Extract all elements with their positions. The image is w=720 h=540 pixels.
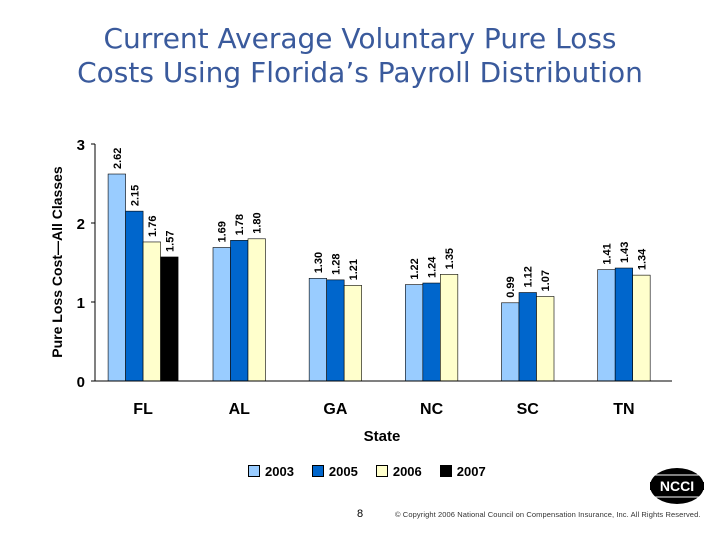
- data-label: 1.12: [523, 266, 535, 287]
- bar-ga-2005: [326, 279, 345, 382]
- title-line-2: Costs Using Florida’s Payroll Distributi…: [77, 56, 643, 89]
- bars-layer: [107, 173, 651, 382]
- bar-sc-2006: [536, 296, 555, 382]
- data-label: 2.15: [129, 185, 141, 206]
- legend-swatch: [375, 465, 388, 477]
- data-label: 0.99: [505, 276, 517, 297]
- x-axis-title: State: [364, 428, 401, 445]
- bar-tn-2003: [597, 269, 616, 382]
- x-tick-label: SC: [517, 401, 540, 418]
- legend-swatch: [248, 465, 260, 477]
- bar-nc-2006: [440, 274, 459, 382]
- legend-label: 2006: [392, 463, 422, 479]
- data-label: 1.35: [444, 248, 456, 269]
- x-tick-label: NC: [420, 401, 444, 418]
- bar-al-2005: [230, 240, 249, 382]
- legend-item-2003: 2003: [248, 464, 294, 479]
- bar-fl-2006: [142, 241, 161, 382]
- ncci-logo: NCCI: [650, 468, 704, 504]
- bar-nc-2005: [422, 282, 441, 382]
- bar-ga-2003: [308, 277, 327, 382]
- title-line-1: Current Average Voluntary Pure Loss: [103, 22, 617, 55]
- legend-item-2007: 2007: [439, 463, 486, 479]
- data-label: 1.07: [540, 270, 552, 291]
- legend-swatch: [311, 465, 324, 477]
- bar-al-2006: [247, 238, 266, 382]
- legend-label: 2007: [456, 463, 486, 479]
- svg-text:NCCI: NCCI: [660, 478, 694, 494]
- copyright-notice: © Copyright 2006 National Council on Com…: [395, 510, 701, 519]
- data-label: 1.21: [348, 259, 360, 280]
- data-label: 1.24: [427, 256, 439, 278]
- legend-swatch: [439, 465, 452, 477]
- x-tick-label: TN: [613, 401, 634, 418]
- value-labels-layer: 2.62 2.15 1.76 1.57 1.69 1.78 1.80 1.30 1.28 1.21…: [112, 148, 649, 298]
- data-label: 1.76: [147, 216, 159, 237]
- data-label: 1.41: [601, 243, 613, 264]
- y-tick-label: 3: [77, 137, 85, 154]
- slide-title: Current Average Voluntary Pure Loss Cost…: [0, 22, 720, 90]
- x-tick-label: FL: [133, 401, 153, 418]
- data-label: 1.43: [619, 242, 631, 263]
- y-tick-label: 1: [77, 295, 85, 312]
- bar-tn-2005: [614, 267, 633, 382]
- bar-ga-2006: [343, 285, 362, 382]
- axes-layer: [94, 144, 672, 382]
- bar-al-2003: [212, 247, 231, 382]
- data-label: 1.34: [636, 248, 648, 270]
- data-label: 1.57: [164, 231, 176, 252]
- bar-nc-2003: [405, 284, 424, 382]
- data-label: 1.80: [252, 212, 264, 233]
- bar-fl-2005: [125, 210, 144, 382]
- page-number: 8: [356, 508, 364, 520]
- data-label: 1.22: [409, 258, 421, 279]
- bar-sc-2005: [518, 292, 537, 382]
- legend-label: 2003: [265, 463, 294, 479]
- bar-fl-2003: [107, 173, 126, 382]
- bar-tn-2006: [632, 274, 651, 382]
- y-tick-label: 2: [77, 216, 85, 233]
- data-label: 1.30: [313, 252, 325, 273]
- data-label: 1.78: [234, 214, 246, 235]
- data-label: 2.62: [112, 148, 124, 169]
- x-tick-label: GA: [323, 401, 347, 418]
- legend-item-2006: 2006: [375, 463, 422, 479]
- bar-sc-2003: [501, 302, 520, 382]
- legend-label: 2005: [328, 463, 358, 479]
- ticks-layer: 0 1 2 3 FL AL GA NC SC TN: [77, 137, 635, 418]
- x-tick-label: AL: [229, 401, 251, 418]
- legend-item-2005: 2005: [311, 463, 358, 479]
- bar-fl-2007: [160, 256, 179, 382]
- data-label: 1.69: [217, 221, 229, 242]
- data-label: 1.28: [330, 253, 342, 274]
- y-tick-label: 0: [77, 374, 85, 391]
- chart-legend: 2003 2005 2006 2007: [248, 462, 504, 480]
- y-axis-title: Pure Loss Cost—All Classes: [49, 166, 65, 358]
